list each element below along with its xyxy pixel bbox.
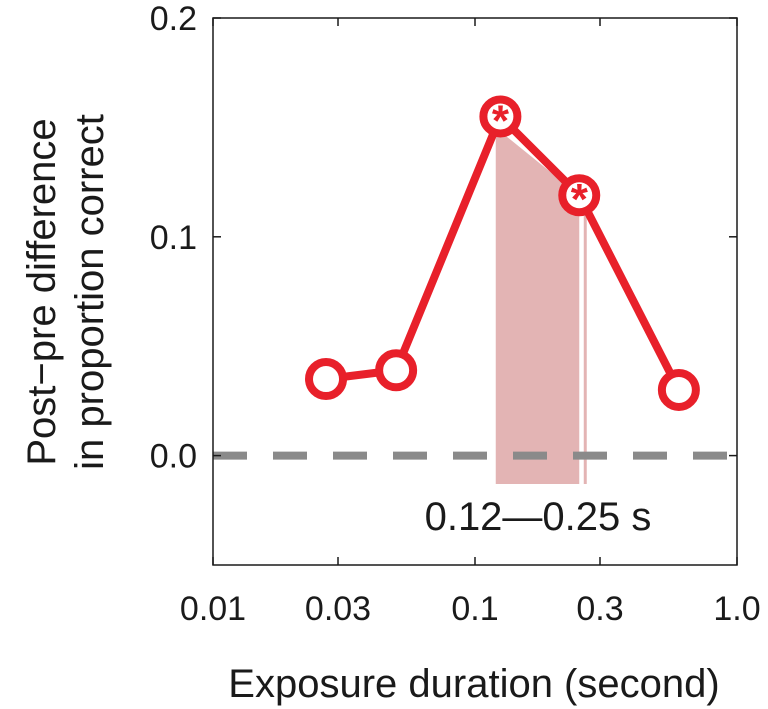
- shaded-region-label: 0.12—0.25 s: [425, 495, 652, 539]
- data-point: [558, 174, 601, 217]
- y-axis-label-line-2: in proportion correct: [68, 114, 112, 470]
- x-axis-label: Exposure duration (second): [228, 662, 719, 706]
- x-tick-label: 0.01: [180, 590, 246, 628]
- x-tick-label: 1.0: [713, 590, 760, 628]
- tick-layer: 0.01 0.03 0.1 0.3 1.0 0.0 0.1 0.2: [150, 0, 761, 628]
- x-tick-label: 0.03: [305, 590, 371, 628]
- y-tick-label: 0.0: [150, 438, 197, 476]
- series-layer: **: [305, 95, 700, 411]
- y-axis-label-group: Post−pre difference in proportion correc…: [20, 114, 112, 470]
- y-tick-label: 0.2: [150, 0, 197, 38]
- data-point: [479, 95, 522, 138]
- y-axis-label-line-1: Post−pre difference: [20, 118, 64, 465]
- plot-frame: [212, 17, 738, 566]
- shaded-region: [495, 127, 580, 485]
- data-point: [657, 368, 700, 411]
- y-tick-label: 0.1: [150, 219, 197, 257]
- significance-marker: *: [492, 96, 510, 145]
- data-point: [305, 358, 348, 401]
- x-tick-label: 0.1: [451, 590, 498, 628]
- data-point: [375, 349, 418, 392]
- x-tick-label: 0.3: [576, 590, 623, 628]
- significance-marker: *: [571, 175, 589, 224]
- shaded-region-layer: [495, 127, 587, 485]
